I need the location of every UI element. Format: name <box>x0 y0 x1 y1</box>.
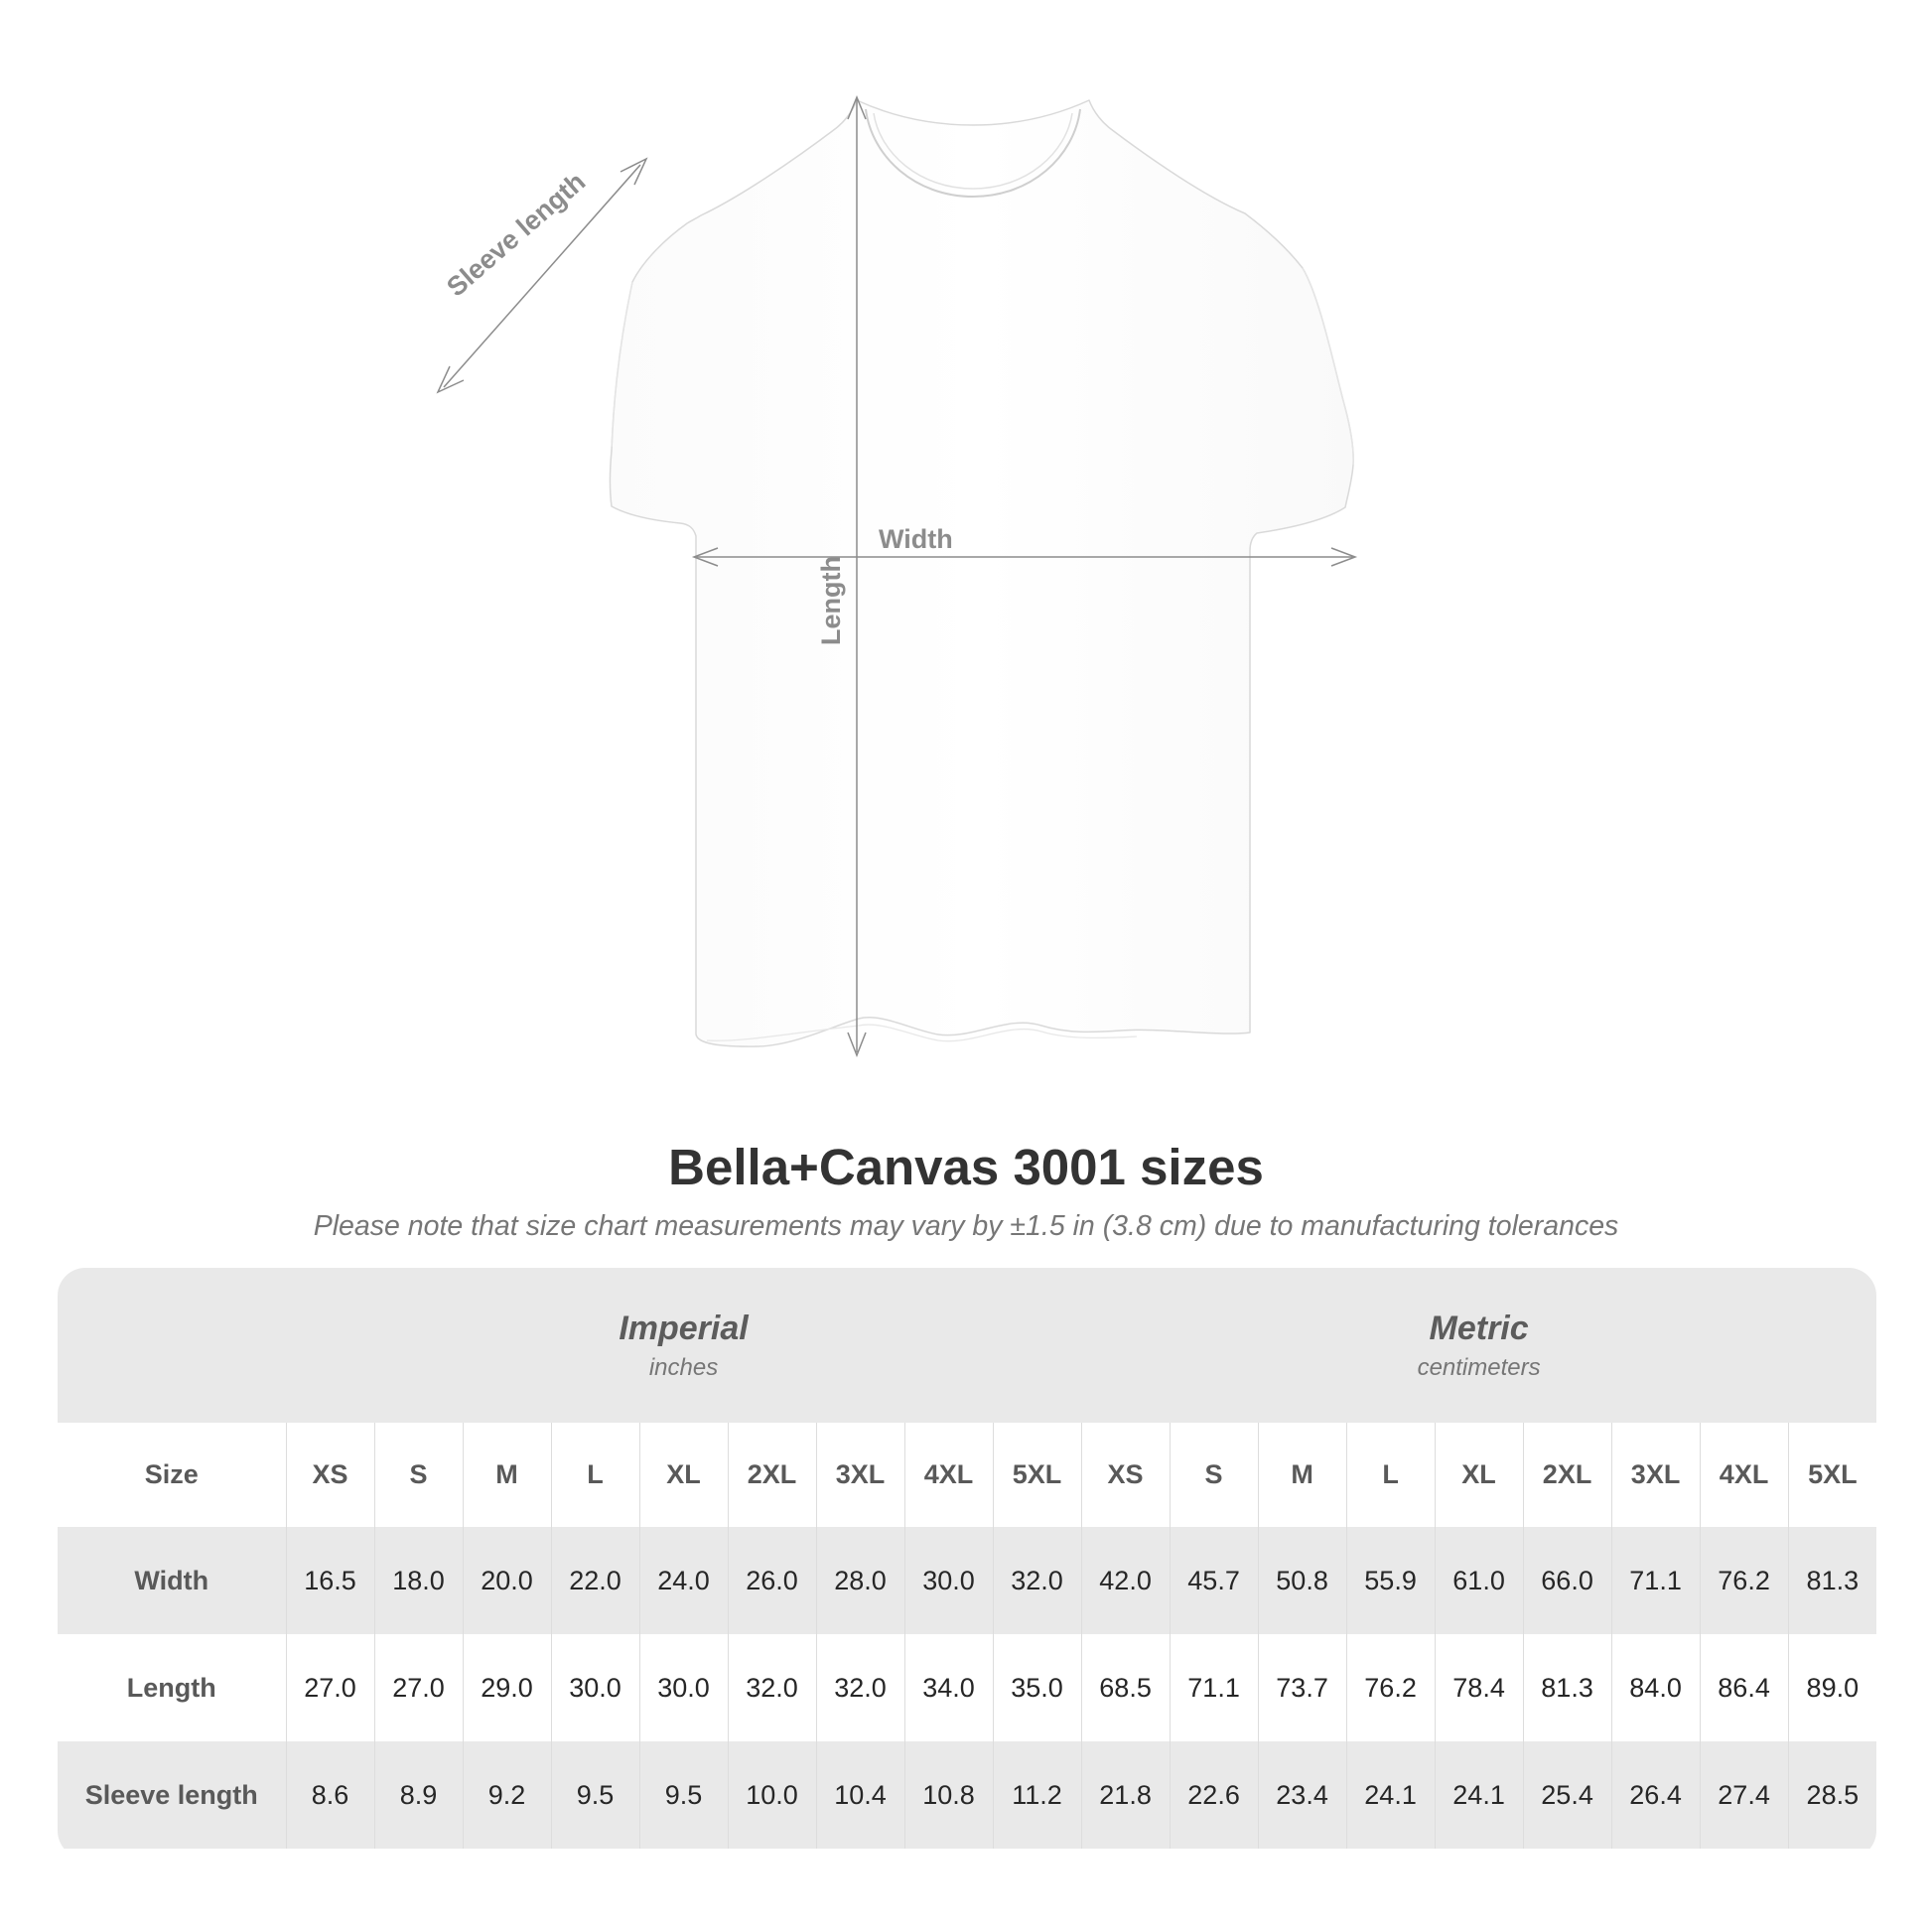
svg-text:Length: Length <box>816 556 846 645</box>
svg-text:Sleeve length: Sleeve length <box>441 167 591 303</box>
svg-text:Width: Width <box>879 524 953 554</box>
